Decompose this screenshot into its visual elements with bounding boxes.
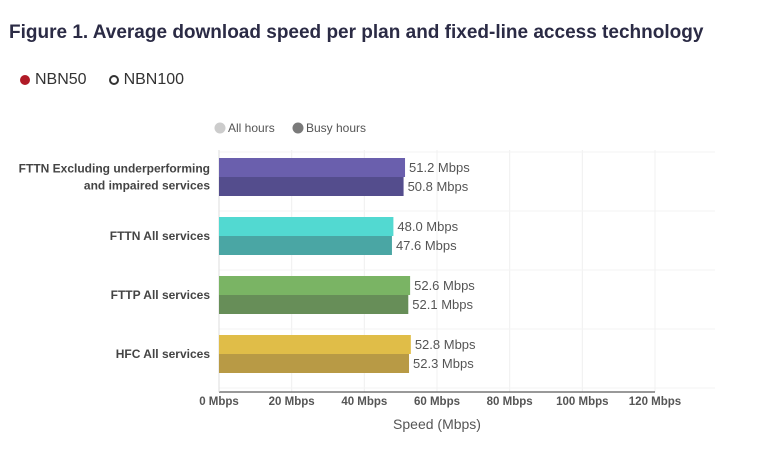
plan-option-nbn100[interactable]: NBN100 bbox=[108, 71, 185, 89]
category-label: FTTP All services bbox=[111, 288, 211, 302]
plan-option-label: NBN50 bbox=[35, 71, 87, 88]
legend-label[interactable]: All hours bbox=[228, 121, 275, 135]
data-label: 50.8 Mbps bbox=[408, 179, 469, 194]
legend-marker[interactable] bbox=[292, 122, 304, 134]
chart-title: Figure 1. Average download speed per pla… bbox=[9, 22, 704, 43]
data-label: 52.1 Mbps bbox=[412, 297, 473, 312]
data-label: 47.6 Mbps bbox=[396, 238, 457, 253]
x-axis-title: Speed (Mbps) bbox=[393, 416, 481, 432]
x-tick-label: 60 Mbps bbox=[414, 396, 460, 408]
x-tick-label: 20 Mbps bbox=[269, 396, 315, 408]
data-label: 51.2 Mbps bbox=[409, 160, 470, 175]
legend-marker[interactable] bbox=[214, 122, 226, 134]
bar[interactable] bbox=[219, 236, 392, 255]
bar[interactable] bbox=[219, 177, 404, 196]
legend-label[interactable]: Busy hours bbox=[306, 121, 366, 135]
bar[interactable] bbox=[219, 158, 406, 177]
category-label: and impaired services bbox=[84, 179, 210, 193]
data-label: 48.0 Mbps bbox=[397, 219, 458, 234]
data-label: 52.8 Mbps bbox=[415, 337, 476, 352]
bar[interactable] bbox=[219, 354, 410, 373]
bar[interactable] bbox=[219, 335, 411, 354]
data-label: 52.6 Mbps bbox=[414, 278, 475, 293]
radio-unselected-icon bbox=[108, 75, 119, 85]
x-tick-label: 120 Mbps bbox=[629, 396, 681, 408]
x-tick-label: 40 Mbps bbox=[341, 396, 387, 408]
x-tick-label: 0 Mbps bbox=[199, 396, 239, 408]
x-tick-label: 80 Mbps bbox=[487, 396, 533, 408]
radio-selected-icon bbox=[20, 75, 30, 85]
bar[interactable] bbox=[219, 217, 394, 236]
x-tick-label: 100 Mbps bbox=[556, 396, 608, 408]
plan-option-nbn50[interactable]: NBN50 bbox=[20, 71, 87, 89]
category-label: FTTN All services bbox=[110, 229, 211, 243]
bar[interactable] bbox=[219, 276, 411, 295]
plan-legend: NBN50 NBN100 bbox=[20, 71, 184, 89]
plan-option-label: NBN100 bbox=[123, 71, 185, 88]
bar[interactable] bbox=[219, 295, 409, 314]
data-label: 52.3 Mbps bbox=[413, 356, 474, 371]
category-label: HFC All services bbox=[116, 347, 211, 361]
category-label: FTTN Excluding underperforming bbox=[19, 162, 210, 176]
